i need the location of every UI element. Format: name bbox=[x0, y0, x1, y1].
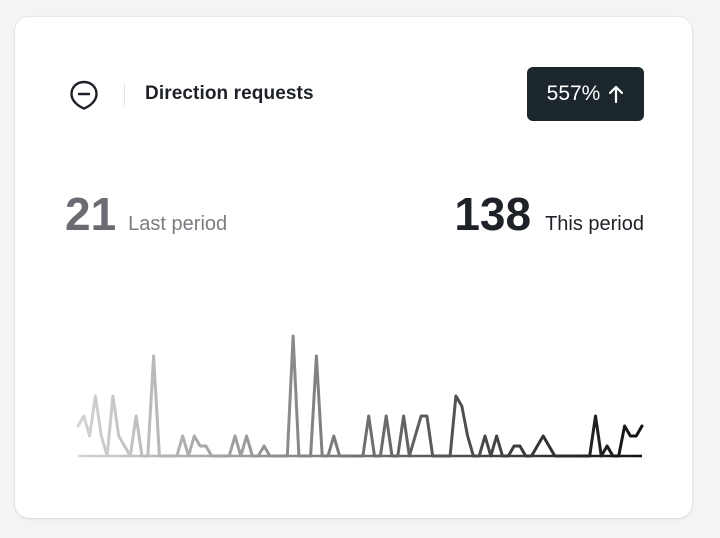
last-period-stat: 21 Last period bbox=[65, 191, 227, 237]
change-percentage: 557% bbox=[546, 82, 601, 105]
this-period-value: 138 bbox=[454, 188, 532, 240]
card-title: Direction requests bbox=[145, 83, 314, 104]
direction-requests-card: Direction requests 557% 21 Last period 1… bbox=[15, 17, 692, 518]
this-period-label: This period bbox=[545, 213, 644, 235]
map-pin-icon bbox=[70, 80, 98, 110]
last-period-value: 21 bbox=[65, 188, 117, 240]
this-period-stat: 138 This period bbox=[454, 191, 644, 237]
last-period-label: Last period bbox=[128, 213, 228, 235]
card-header: Direction requests 557% bbox=[68, 67, 644, 121]
arrow-up-icon bbox=[609, 85, 624, 104]
period-stats: 21 Last period 138 This period bbox=[65, 177, 644, 237]
change-badge: 557% bbox=[527, 67, 644, 121]
header-divider bbox=[124, 84, 125, 106]
